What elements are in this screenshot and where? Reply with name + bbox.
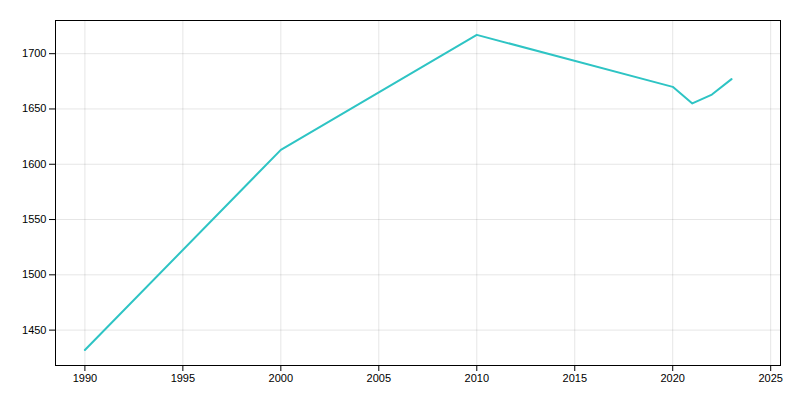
svg-text:1650: 1650 [22, 102, 46, 114]
svg-text:1550: 1550 [22, 213, 46, 225]
svg-text:2015: 2015 [563, 372, 587, 384]
svg-text:1500: 1500 [22, 268, 46, 280]
svg-text:2025: 2025 [758, 372, 782, 384]
svg-text:2005: 2005 [367, 372, 391, 384]
svg-text:2000: 2000 [269, 372, 293, 384]
svg-text:1995: 1995 [171, 372, 195, 384]
svg-text:2010: 2010 [465, 372, 489, 384]
svg-text:1600: 1600 [22, 158, 46, 170]
svg-text:1450: 1450 [22, 324, 46, 336]
svg-text:2020: 2020 [660, 372, 684, 384]
svg-text:1990: 1990 [73, 372, 97, 384]
svg-text:1700: 1700 [22, 47, 46, 59]
